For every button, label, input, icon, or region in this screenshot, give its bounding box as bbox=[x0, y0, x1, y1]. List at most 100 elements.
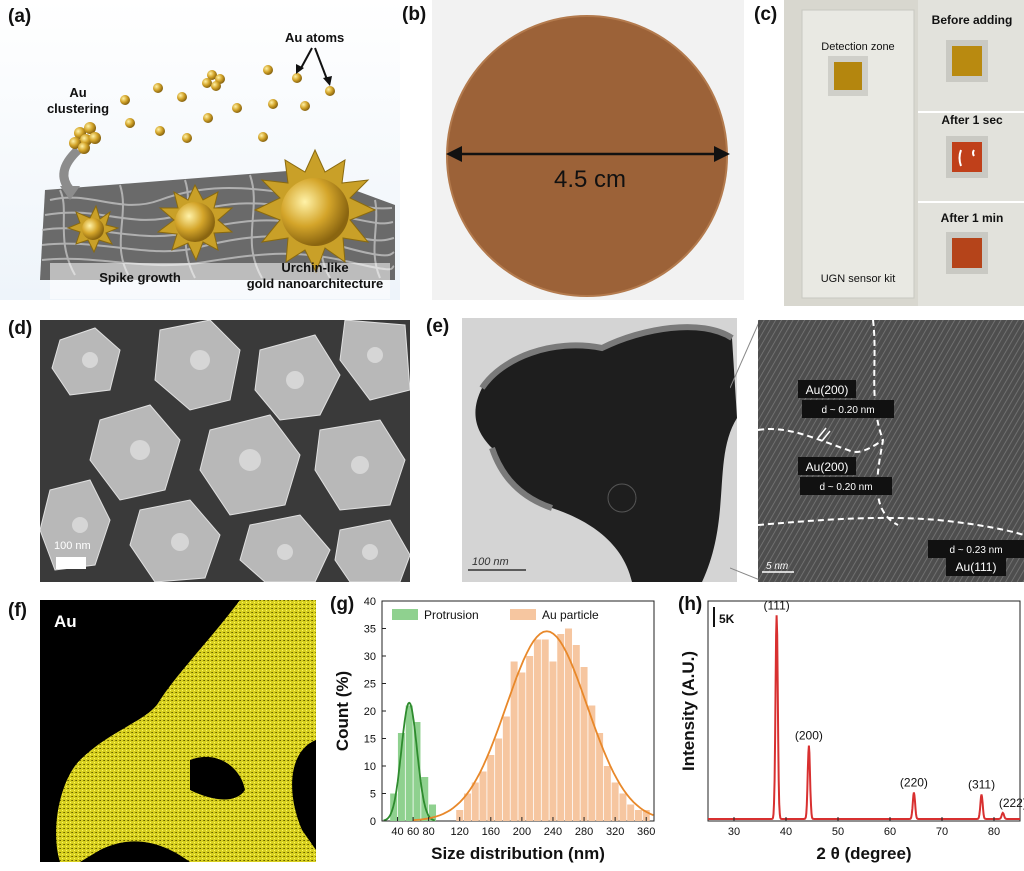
x-tick-label: 80 bbox=[988, 826, 1000, 838]
peak-label: (220) bbox=[900, 775, 928, 789]
bar-au-particle bbox=[541, 639, 549, 821]
chart-h-ylabel: Intensity (A.U.) bbox=[679, 651, 698, 771]
peak-label: (222) bbox=[999, 796, 1024, 810]
x-tick-label: 80 bbox=[423, 826, 435, 838]
bar-au-particle bbox=[627, 804, 635, 821]
xrd-pattern-line bbox=[708, 615, 1020, 820]
sem-scale-bar bbox=[56, 557, 86, 569]
au-clustering-label-1: Au bbox=[69, 85, 86, 100]
large-urchin-particle bbox=[253, 148, 377, 274]
panel-b: 4.5 cm (b) bbox=[402, 0, 744, 300]
x-tick-label: 40 bbox=[780, 826, 792, 838]
bar-protrusion bbox=[429, 804, 437, 821]
sem-scale-label: 100 nm bbox=[54, 540, 91, 552]
chart-g-xlabel: Size distribution (nm) bbox=[431, 844, 605, 863]
y-tick-label: 30 bbox=[364, 651, 376, 663]
au-clustering-label-2: clustering bbox=[47, 101, 109, 116]
x-tick-label: 50 bbox=[832, 826, 844, 838]
y-tick-label: 10 bbox=[364, 761, 376, 773]
x-tick-label: 30 bbox=[728, 826, 740, 838]
bar-protrusion bbox=[413, 722, 421, 821]
bar-au-particle bbox=[471, 782, 479, 821]
au200-label-a: Au(200) bbox=[806, 383, 849, 397]
hrtem-image: Au(200) d ~ 0.20 nm Au(200) d ~ 0.20 nm … bbox=[758, 320, 1024, 582]
y-tick-label: 0 bbox=[370, 816, 376, 828]
x-tick-label: 200 bbox=[513, 826, 531, 838]
bar-au-particle bbox=[495, 738, 503, 821]
panel-f-label: (f) bbox=[8, 600, 27, 621]
diameter-label: 4.5 cm bbox=[554, 166, 626, 193]
spike-growth-label: Spike growth bbox=[99, 270, 181, 285]
y-tick-label: 35 bbox=[364, 624, 376, 636]
bar-protrusion bbox=[421, 777, 429, 821]
x-tick-label: 320 bbox=[606, 826, 624, 838]
bar-au-particle bbox=[619, 793, 627, 821]
before-adding-label: Before adding bbox=[932, 13, 1013, 27]
peak-label: (311) bbox=[968, 778, 995, 792]
fit-curve-au-particle bbox=[413, 630, 654, 822]
bar-au-particle bbox=[588, 705, 596, 821]
x-tick-label: 160 bbox=[482, 826, 500, 838]
panel-e-label: (e) bbox=[426, 316, 450, 337]
au-atoms-label: Au atoms bbox=[285, 30, 344, 45]
au-atom-dots bbox=[120, 65, 335, 143]
bar-au-particle bbox=[463, 793, 471, 821]
zoom-lines bbox=[730, 319, 760, 581]
legend-label-au-particle: Au particle bbox=[542, 608, 599, 622]
small-spiky-particle bbox=[66, 204, 120, 254]
d-spacing-a: d ~ 0.20 nm bbox=[821, 405, 874, 416]
x-tick-label: 70 bbox=[936, 826, 948, 838]
d-spacing-c: d ~ 0.23 nm bbox=[949, 545, 1002, 556]
x-tick-label: 360 bbox=[637, 826, 655, 838]
y-tick-label: 40 bbox=[364, 596, 376, 608]
hrtem-scale-label: 5 nm bbox=[766, 561, 788, 572]
panel-c-label: (c) bbox=[754, 4, 778, 25]
bar-au-particle bbox=[456, 810, 464, 821]
sensor-kit-photo: Detection zone UGN sensor kit Before add… bbox=[784, 0, 1024, 306]
tem-scale-label: 100 nm bbox=[472, 556, 509, 568]
bar-au-particle bbox=[526, 656, 534, 821]
size-distribution-chart: 40 60 80 120 160 200 240 280 320 360 0 5 10 15 20 25 30 3… bbox=[333, 596, 655, 863]
au200-label-b: Au(200) bbox=[806, 460, 849, 474]
xrd-chart: (111) (200) (220) (311) (222) 30 40 50 60 70 80 5… bbox=[679, 598, 1024, 863]
y-tick-label: 20 bbox=[364, 706, 376, 718]
bar-au-particle bbox=[502, 716, 510, 821]
bar-au-particle bbox=[596, 733, 604, 821]
detection-zone-label: Detection zone bbox=[821, 41, 894, 53]
bar-au-particle bbox=[510, 661, 518, 821]
x-tick-label: 60 bbox=[407, 826, 419, 838]
bar-au-particle bbox=[603, 766, 611, 821]
urchin-label-1: Urchin-like bbox=[281, 260, 348, 275]
bar-au-particle bbox=[549, 661, 557, 821]
panel-d-label: (d) bbox=[8, 318, 33, 339]
panel-c: Detection zone UGN sensor kit Before add… bbox=[754, 0, 1024, 306]
panel-a: Au atoms Au clustering Spike growth Urch… bbox=[0, 0, 400, 300]
peak-label: (200) bbox=[795, 729, 823, 743]
peak-label: (111) bbox=[764, 598, 790, 612]
bar-au-particle bbox=[557, 634, 565, 821]
y-tick-label: 15 bbox=[364, 734, 376, 746]
sem-image: 100 nm bbox=[40, 320, 410, 582]
eds-au-region bbox=[40, 600, 316, 862]
bar-au-particle bbox=[479, 771, 487, 821]
hrtem-texture: Au(200) d ~ 0.20 nm Au(200) d ~ 0.20 nm … bbox=[758, 320, 1024, 582]
legend-swatch bbox=[392, 609, 418, 620]
bar-au-particle bbox=[572, 645, 580, 821]
y-tick-label: 5 bbox=[370, 789, 376, 801]
panel-g-label: (g) bbox=[330, 594, 355, 615]
bar-au-particle bbox=[642, 810, 650, 821]
x-tick-label: 120 bbox=[451, 826, 469, 838]
tem-texture bbox=[462, 318, 737, 582]
wafer-photo: 4.5 cm bbox=[446, 15, 730, 297]
chart-h-xlabel: 2 θ (degree) bbox=[816, 844, 911, 863]
panel-a-label: (a) bbox=[8, 6, 32, 27]
kit-label: UGN sensor kit bbox=[821, 273, 896, 285]
x-tick-label: 40 bbox=[391, 826, 403, 838]
eds-element-label: Au bbox=[54, 612, 77, 631]
panel-a-illustration: Au atoms Au clustering Spike growth Urch… bbox=[0, 0, 400, 300]
panel-h-label: (h) bbox=[678, 594, 703, 615]
bar-au-particle bbox=[487, 755, 495, 821]
bar-au-particle bbox=[580, 667, 588, 821]
au111-label: Au(111) bbox=[956, 560, 997, 574]
bar-protrusion bbox=[405, 705, 413, 821]
